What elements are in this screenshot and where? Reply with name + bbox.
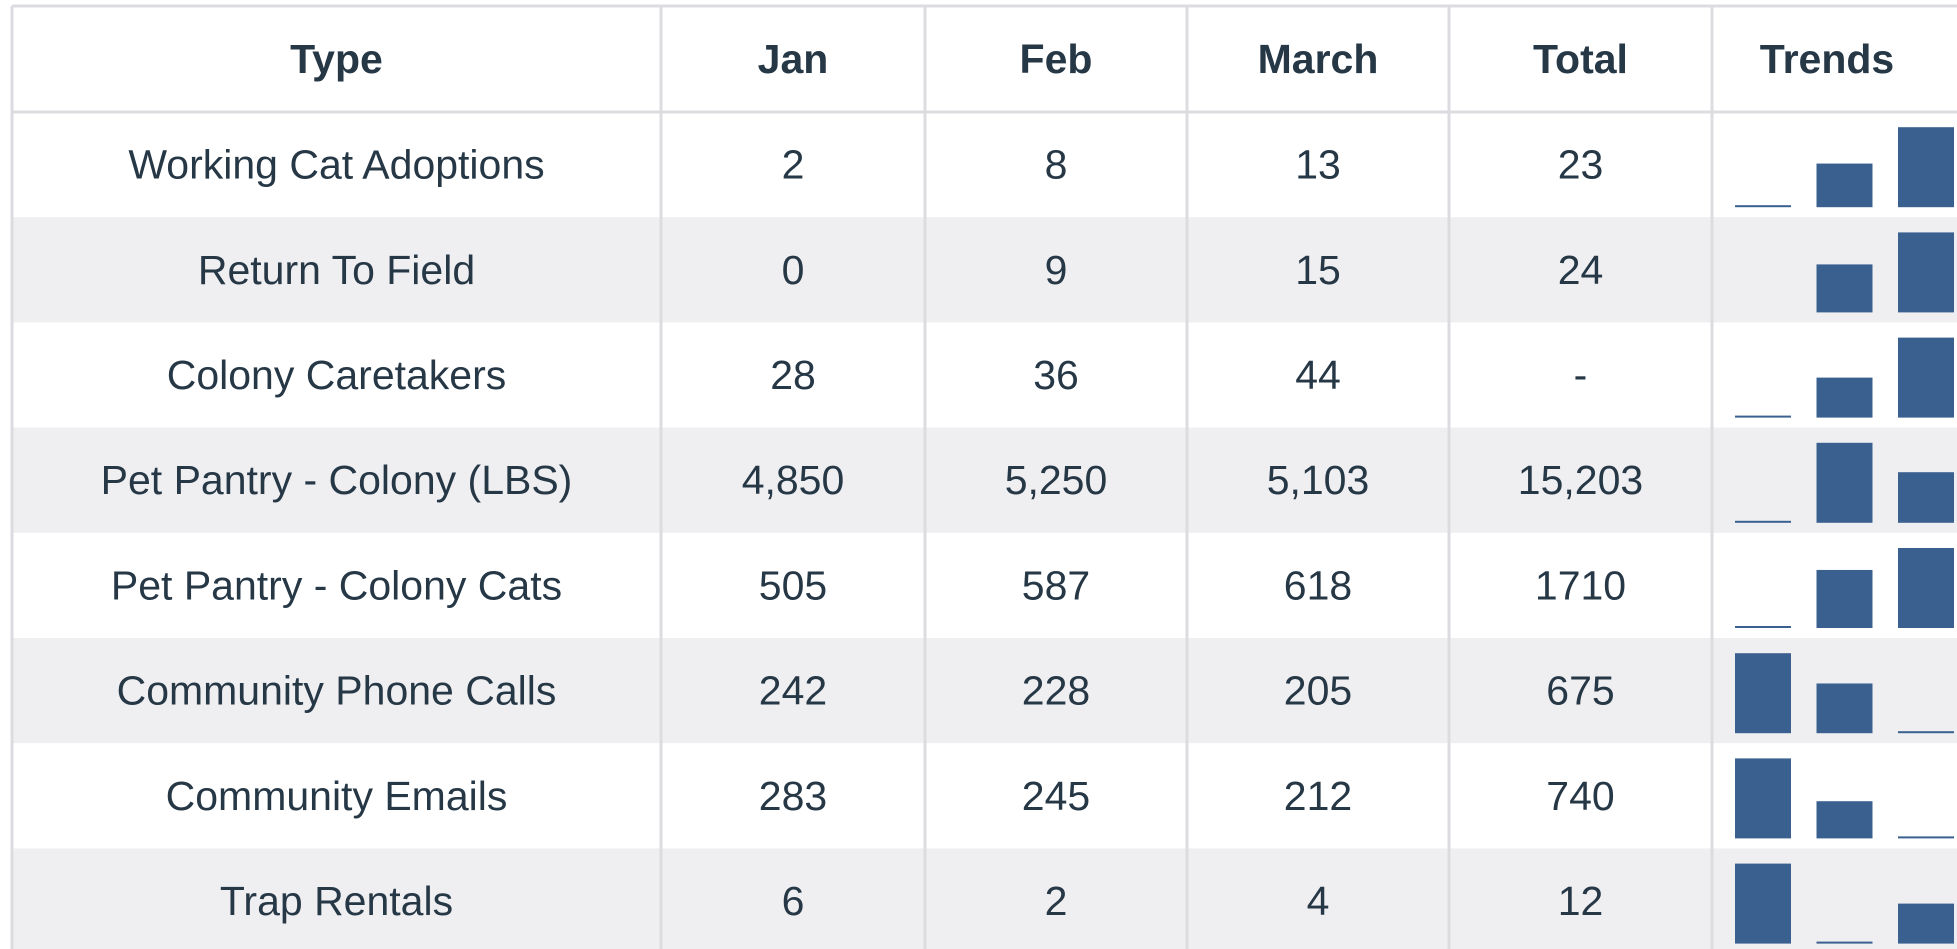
column-header: Trends xyxy=(1760,36,1894,82)
month-cell: 36 xyxy=(1033,352,1079,398)
trend-bar xyxy=(1898,903,1954,944)
month-cell: 228 xyxy=(1022,668,1090,714)
trend-bar xyxy=(1735,653,1791,734)
month-cell: 6 xyxy=(782,878,805,924)
month-cell: 618 xyxy=(1284,562,1352,608)
trend-bar xyxy=(1735,415,1791,418)
type-cell: Working Cat Adoptions xyxy=(128,142,544,188)
trend-bar xyxy=(1816,264,1873,313)
type-cell: Colony Caretakers xyxy=(167,352,507,398)
month-cell: 205 xyxy=(1284,668,1352,714)
column-header: Type xyxy=(290,36,383,82)
month-cell: 5,103 xyxy=(1267,457,1370,503)
trend-bar xyxy=(1898,731,1954,734)
trend-bar xyxy=(1898,127,1954,208)
total-cell: 23 xyxy=(1558,142,1604,188)
total-cell: - xyxy=(1574,352,1588,398)
row-background xyxy=(12,638,1957,744)
month-cell: 283 xyxy=(759,773,827,819)
month-cell: 4,850 xyxy=(742,457,845,503)
column-header: Total xyxy=(1533,36,1628,82)
row-background xyxy=(12,427,1957,533)
trend-bar xyxy=(1735,520,1791,523)
trend-bar xyxy=(1898,548,1954,628)
column-header: Feb xyxy=(1020,36,1093,82)
trend-bar xyxy=(1898,836,1954,839)
month-cell: 2 xyxy=(1045,878,1068,924)
month-cell: 2 xyxy=(782,142,805,188)
month-cell: 9 xyxy=(1045,247,1068,293)
trend-bar xyxy=(1816,377,1873,418)
trend-bar xyxy=(1816,683,1873,734)
trend-bar xyxy=(1898,337,1954,418)
month-cell: 13 xyxy=(1295,142,1341,188)
month-cell: 245 xyxy=(1022,773,1090,819)
column-header: Jan xyxy=(758,36,829,82)
total-cell: 740 xyxy=(1546,773,1614,819)
trend-bar xyxy=(1816,569,1873,628)
month-cell: 212 xyxy=(1284,773,1352,819)
total-cell: 24 xyxy=(1558,247,1604,293)
trend-bar xyxy=(1816,163,1873,208)
month-cell: 587 xyxy=(1022,562,1090,608)
row-background xyxy=(12,848,1957,949)
total-cell: 12 xyxy=(1558,878,1604,924)
type-cell: Return To Field xyxy=(198,247,475,293)
trend-bar xyxy=(1816,801,1873,839)
trend-bar xyxy=(1898,232,1954,313)
trend-bar xyxy=(1735,863,1791,944)
month-cell: 28 xyxy=(770,352,816,398)
trend-bar xyxy=(1898,472,1954,523)
trend-bar xyxy=(1816,442,1873,523)
total-cell: 1710 xyxy=(1535,562,1626,608)
type-cell: Pet Pantry - Colony Cats xyxy=(111,562,562,608)
total-cell: 15,203 xyxy=(1518,457,1643,503)
total-cell: 675 xyxy=(1546,668,1614,714)
type-cell: Trap Rentals xyxy=(220,878,453,924)
month-cell: 44 xyxy=(1295,352,1341,398)
column-header: March xyxy=(1258,36,1379,82)
month-cell: 505 xyxy=(759,562,827,608)
month-cell: 4 xyxy=(1307,878,1330,924)
trend-bar xyxy=(1735,205,1791,208)
month-cell: 0 xyxy=(782,247,805,293)
trend-bar xyxy=(1735,626,1791,628)
month-cell: 8 xyxy=(1045,142,1068,188)
trend-bar xyxy=(1816,941,1873,944)
month-cell: 242 xyxy=(759,668,827,714)
month-cell: 15 xyxy=(1295,247,1341,293)
trend-bar xyxy=(1735,758,1791,839)
row-background xyxy=(12,217,1957,323)
type-cell: Community Phone Calls xyxy=(117,668,557,714)
month-cell: 5,250 xyxy=(1005,457,1108,503)
type-cell: Community Emails xyxy=(166,773,508,819)
type-cell: Pet Pantry - Colony (LBS) xyxy=(101,457,573,503)
